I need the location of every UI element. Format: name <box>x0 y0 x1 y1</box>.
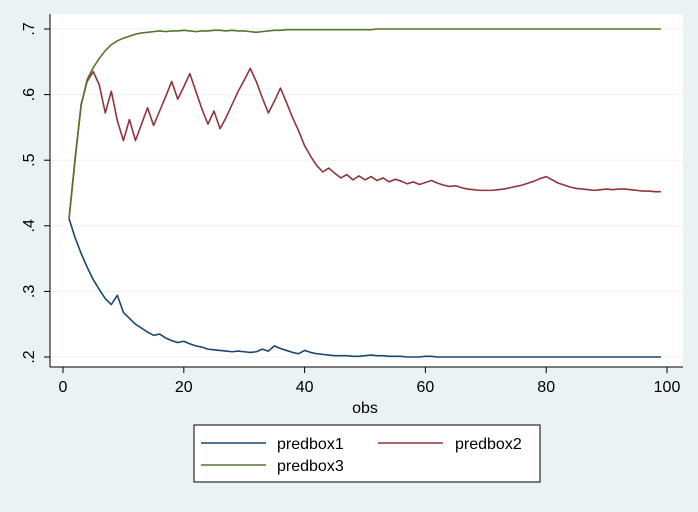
x-tick-label: 100 <box>654 379 681 396</box>
y-tick-label: .3 <box>21 285 38 298</box>
y-tick-label: .2 <box>21 350 38 363</box>
y-tick-label: .7 <box>21 22 38 35</box>
x-tick-label: 60 <box>417 379 435 396</box>
legend-label-predbox3: predbox3 <box>277 458 344 475</box>
series-line-predbox3 <box>68 28 661 219</box>
legend-box <box>193 424 541 483</box>
x-axis-title: obs <box>352 400 378 417</box>
legend-label-predbox2: predbox2 <box>455 436 522 453</box>
x-tick-label: 40 <box>296 379 314 396</box>
series-line-predbox2 <box>68 67 661 219</box>
x-tick-label: 20 <box>175 379 193 396</box>
plot-area <box>50 14 683 367</box>
x-tick-label: 0 <box>59 379 68 396</box>
legend-label-predbox1: predbox1 <box>277 436 344 453</box>
y-tick-label: .4 <box>21 219 38 232</box>
x-tick-label: 80 <box>537 379 555 396</box>
y-tick-label: .6 <box>21 88 38 101</box>
series-line-predbox1 <box>68 218 661 358</box>
y-tick-label: .5 <box>21 153 38 166</box>
